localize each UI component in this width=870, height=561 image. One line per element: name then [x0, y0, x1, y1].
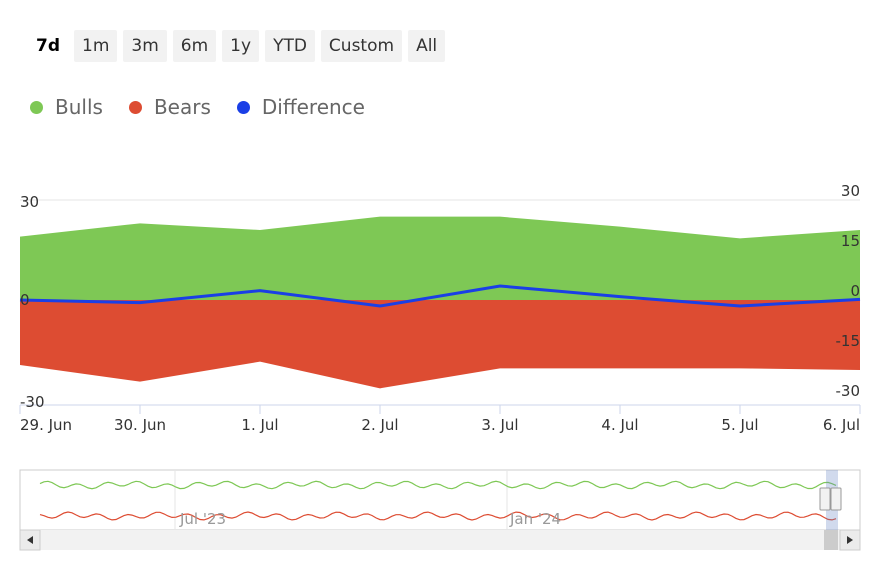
range-button-7d[interactable]: 7d — [28, 30, 68, 62]
area-bears — [20, 300, 860, 389]
y-tick-label-right: 30 — [841, 182, 860, 200]
y-tick-label-left: 30 — [20, 193, 39, 211]
y-tick-label-left: 0 — [20, 291, 30, 309]
x-tick-label: 1. Jul — [241, 416, 278, 434]
legend-marker — [128, 100, 142, 114]
legend-item-bulls[interactable]: Bulls — [30, 95, 103, 119]
navigator-handle-right[interactable] — [830, 487, 842, 511]
y-tick-label-right: 15 — [841, 232, 860, 250]
range-button-1y[interactable]: 1y — [222, 30, 260, 62]
navigator-frame — [19, 469, 861, 531]
y-tick-label-right: -30 — [836, 382, 861, 400]
legend-marker — [30, 100, 43, 114]
navigator-line-bulls — [39, 480, 837, 490]
legend-item-difference[interactable]: Difference — [236, 95, 365, 119]
range-button-1m[interactable]: 1m — [74, 30, 118, 62]
legend-item-bears[interactable]: Bears — [128, 95, 211, 119]
x-tick-label: 30. Jun — [114, 416, 166, 434]
legend: Bulls Bears Difference — [30, 95, 365, 119]
range-button-custom[interactable]: Custom — [320, 30, 403, 62]
legend-marker — [236, 100, 250, 114]
area-bulls — [20, 216, 860, 300]
navigator[interactable]: Jul '23 Jan '24 — [19, 469, 861, 551]
x-tick-label: 2. Jul — [361, 416, 398, 434]
range-button-3m[interactable]: 3m — [123, 30, 167, 62]
navigator-label: Jan '24 — [509, 510, 561, 528]
x-tick-label: 4. Jul — [601, 416, 638, 434]
legend-label: Bulls — [55, 95, 103, 119]
x-tick-label: 6. Jul — [823, 416, 860, 434]
y-tick-label-right: 0 — [850, 282, 860, 300]
navigator-label: Jul '23 — [179, 510, 226, 528]
line-difference — [19, 284, 861, 308]
navigator-handle-left[interactable] — [819, 487, 831, 511]
navigator-line-bears — [39, 511, 837, 521]
range-selector: 7d 1m 3m 6m 1y YTD Custom All — [28, 30, 446, 62]
chevron-right-icon — [847, 536, 853, 544]
range-button-ytd[interactable]: YTD — [265, 30, 315, 62]
chevron-left-icon — [27, 536, 33, 544]
axes: 29. Jun 30. Jun 1. Jul 2. Jul 3. Jul 4. Jul 5.… — [19, 182, 861, 434]
x-tick-label: 5. Jul — [721, 416, 758, 434]
y-tick-label-right: -15 — [836, 332, 861, 350]
legend-label: Difference — [261, 95, 365, 119]
x-tick-label: 3. Jul — [481, 416, 518, 434]
y-tick-label-left: -30 — [20, 393, 45, 411]
plot-area — [19, 216, 861, 389]
range-button-all[interactable]: All — [408, 30, 446, 62]
x-tick-label: 29. Jun — [20, 416, 72, 434]
range-button-6m[interactable]: 6m — [172, 30, 217, 62]
scrollbar-thumb[interactable] — [824, 530, 838, 550]
legend-label: Bears — [153, 95, 211, 119]
scrollbar-track — [20, 530, 860, 550]
